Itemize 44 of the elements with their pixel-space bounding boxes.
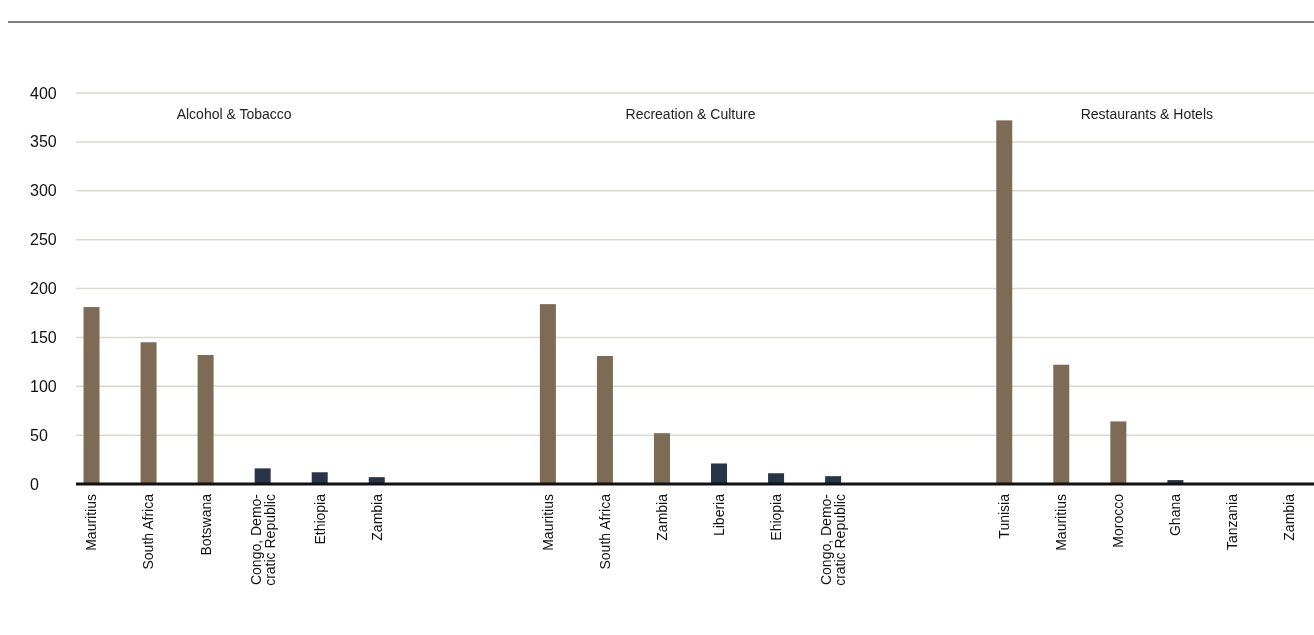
bar xyxy=(825,476,842,484)
x-tick-label: South Africa xyxy=(596,493,613,570)
y-tick-label: 150 xyxy=(30,328,57,346)
bar xyxy=(1053,364,1070,484)
bar xyxy=(596,355,613,484)
y-tick-label: 50 xyxy=(30,426,48,444)
annotation: Alcohol & Tobacco xyxy=(176,106,292,122)
x-tick-label: Zambia xyxy=(1281,493,1298,541)
x-tick-label: Ehiopia xyxy=(767,493,784,541)
y-tick-label: 350 xyxy=(30,133,57,151)
x-tick-label: Zambia xyxy=(368,493,385,541)
x-tick-label: Ethiopia xyxy=(311,493,328,545)
x-tick-label: Mauritius xyxy=(83,494,100,551)
bar xyxy=(1110,421,1127,484)
bar xyxy=(197,354,214,484)
bar xyxy=(996,120,1013,484)
x-tick-label: Liberia xyxy=(710,493,727,537)
bar xyxy=(768,473,785,484)
x-tick-label: Morocco xyxy=(1110,493,1127,548)
bar xyxy=(711,463,728,484)
annotation: Recreation & Culture xyxy=(625,106,756,122)
x-tick-label: Ghana xyxy=(1167,493,1184,537)
x-tick-label: Tanzania xyxy=(1224,493,1241,551)
bar xyxy=(539,304,556,484)
annotation: Restaurants & Hotels xyxy=(1080,106,1214,122)
x-tick-label: Botswana xyxy=(197,493,214,556)
y-tick-label: 250 xyxy=(30,231,57,249)
x-tick-label: Mauritius xyxy=(1053,494,1070,551)
bar xyxy=(653,433,670,484)
bar xyxy=(254,468,271,484)
bar xyxy=(140,342,157,484)
x-tick-label: South Africa xyxy=(140,493,157,570)
bar xyxy=(83,307,100,484)
x-tick-label: Congo, Demo- cratic Republic xyxy=(818,493,849,586)
x-tick-label: Tunisia xyxy=(996,493,1013,539)
x-tick-label: Zambia xyxy=(653,493,670,541)
x-tick-label: Congo, Demo- cratic Republic xyxy=(247,493,278,586)
y-tick-label: 200 xyxy=(30,280,57,298)
y-tick-label: 400 xyxy=(30,84,57,102)
x-tick-label: Mauritius xyxy=(539,494,556,551)
y-tick-label: 0 xyxy=(30,475,39,493)
y-tick-label: 100 xyxy=(30,377,57,395)
y-tick-label: 300 xyxy=(30,182,57,200)
bar xyxy=(311,472,328,484)
